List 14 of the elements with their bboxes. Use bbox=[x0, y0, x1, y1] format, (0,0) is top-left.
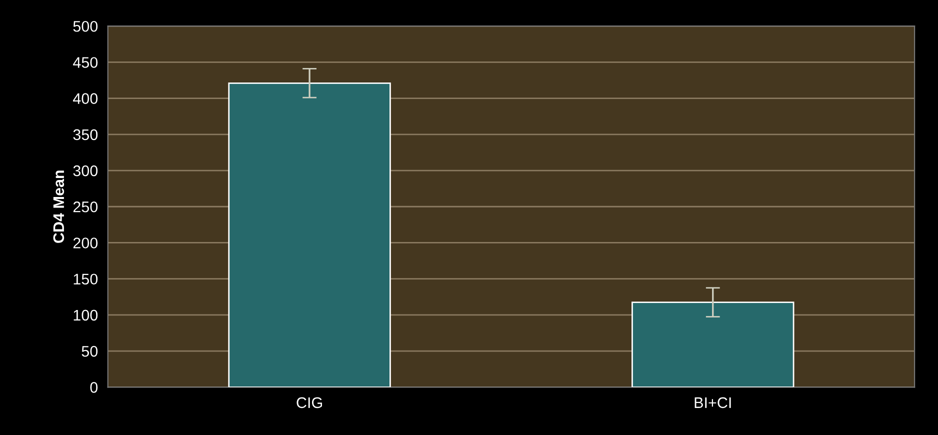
y-tick-label: 350 bbox=[73, 129, 98, 140]
y-tick-label: 150 bbox=[74, 274, 98, 285]
y-tick-label: 100 bbox=[74, 310, 98, 321]
y-tick-label: 250 bbox=[73, 201, 98, 212]
y-axis-title: CD4 Mean bbox=[53, 170, 64, 243]
y-tick-label: 400 bbox=[73, 93, 98, 104]
x-tick-label: CIG bbox=[296, 397, 322, 408]
y-tick-label: 50 bbox=[82, 346, 98, 357]
y-tick-label: 300 bbox=[73, 165, 98, 176]
y-tick-label: 450 bbox=[73, 57, 98, 68]
y-tick-label: 500 bbox=[73, 20, 98, 32]
x-tick-label: BI+CI bbox=[694, 397, 731, 408]
y-tick-label: 200 bbox=[73, 238, 98, 248]
y-tick-label: 0 bbox=[90, 382, 98, 393]
